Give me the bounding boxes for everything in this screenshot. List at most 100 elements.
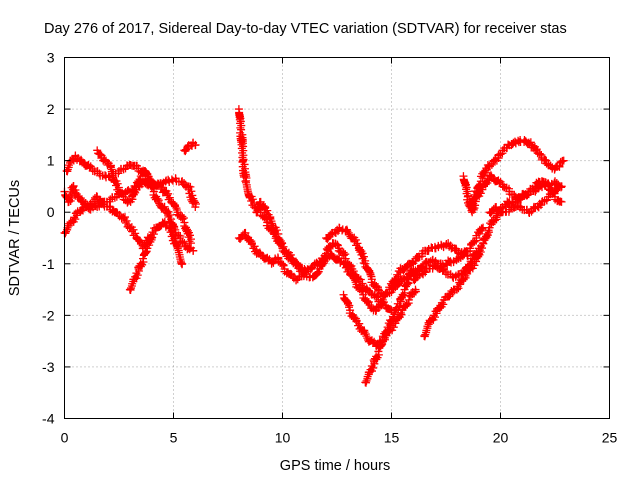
data-point — [557, 197, 566, 206]
data-point — [115, 187, 127, 198]
data-point — [387, 281, 402, 297]
data-point — [472, 224, 487, 242]
data-point — [171, 239, 186, 269]
series-trace-c — [60, 199, 187, 269]
data-point — [461, 257, 476, 273]
x-axis-label: GPS time / hours — [280, 458, 390, 474]
data-point — [361, 259, 376, 281]
data-point — [115, 164, 128, 175]
data-point — [152, 221, 166, 232]
data-point — [191, 141, 200, 150]
data-point — [537, 195, 551, 206]
series-trace-l — [361, 264, 418, 387]
data-point — [459, 172, 473, 200]
data-point — [409, 264, 418, 273]
data-point — [367, 290, 382, 302]
data-point — [479, 226, 493, 248]
series-trace-i — [252, 197, 309, 276]
series-layer — [60, 105, 568, 387]
data-point — [537, 154, 550, 164]
data-point — [559, 156, 568, 165]
y-axis-label: SDTVAR / TECUs — [7, 180, 23, 296]
data-point — [437, 239, 451, 252]
data-point — [147, 234, 156, 242]
y-tick-label: 1 — [47, 153, 55, 169]
y-tick-labels: -4 -3 -2 -1 0 1 2 3 — [42, 50, 55, 427]
x-tick-label: 15 — [384, 430, 400, 446]
data-point — [238, 156, 251, 183]
data-point — [516, 136, 529, 147]
x-tick-label: 10 — [275, 430, 291, 446]
data-point — [411, 285, 420, 294]
data-point — [178, 259, 187, 268]
data-point — [121, 160, 135, 173]
data-point — [241, 176, 254, 201]
data-point — [426, 307, 441, 325]
data-point — [141, 166, 153, 183]
data-point — [413, 262, 428, 273]
y-tick-label: 0 — [47, 204, 55, 220]
data-point — [433, 298, 448, 315]
series-trace-d — [93, 146, 198, 255]
x-tick-labels: 0 5 10 15 20 25 — [61, 430, 618, 446]
data-point — [300, 267, 309, 276]
data-point — [442, 270, 455, 279]
y-tick-label: 2 — [47, 101, 55, 117]
data-point — [391, 308, 406, 325]
data-point — [180, 142, 192, 156]
data-point — [188, 138, 200, 149]
data-point — [478, 174, 494, 191]
data-point — [537, 177, 552, 188]
data-point — [191, 203, 200, 212]
data-point — [328, 239, 342, 250]
x-tick-label: 5 — [170, 430, 178, 446]
tick-marks — [64, 57, 610, 419]
y-tick-label: -1 — [42, 256, 55, 272]
x-tick-label: 25 — [602, 430, 618, 446]
data-point — [439, 292, 454, 304]
y-tick-label: -2 — [42, 307, 55, 323]
plot-frame — [64, 57, 610, 419]
data-point — [128, 161, 141, 170]
data-point — [334, 244, 350, 260]
data-point — [180, 218, 195, 246]
data-point — [106, 161, 119, 186]
series-trace-q — [409, 244, 483, 285]
data-point — [531, 199, 545, 212]
data-point — [189, 246, 198, 255]
data-point — [511, 201, 525, 212]
data-point — [167, 197, 181, 215]
data-point — [66, 209, 81, 227]
grid — [64, 57, 610, 419]
y-tick-label: 3 — [47, 50, 55, 66]
data-point — [505, 187, 519, 199]
data-point — [73, 205, 87, 217]
y-tick-label: -3 — [42, 359, 55, 375]
data-point — [328, 225, 342, 238]
data-point — [245, 192, 259, 210]
data-point — [420, 257, 434, 268]
data-point — [93, 146, 105, 159]
data-point — [557, 182, 566, 191]
data-point — [110, 177, 123, 194]
data-point — [518, 189, 533, 199]
series-trace-e — [125, 234, 156, 294]
data-point — [88, 166, 102, 176]
data-point — [269, 223, 283, 241]
data-point — [173, 208, 188, 224]
data-point — [454, 266, 469, 280]
data-point — [518, 205, 532, 215]
data-point — [359, 290, 373, 307]
data-point — [106, 193, 119, 204]
x-tick-label: 0 — [61, 430, 69, 446]
data-point — [415, 267, 430, 279]
data-point — [346, 270, 360, 287]
data-point — [234, 105, 246, 132]
series-trace-b — [62, 151, 195, 248]
data-point — [474, 244, 483, 253]
data-point — [472, 183, 487, 202]
data-point — [529, 142, 541, 155]
data-point — [309, 267, 323, 281]
data-point — [400, 278, 413, 294]
